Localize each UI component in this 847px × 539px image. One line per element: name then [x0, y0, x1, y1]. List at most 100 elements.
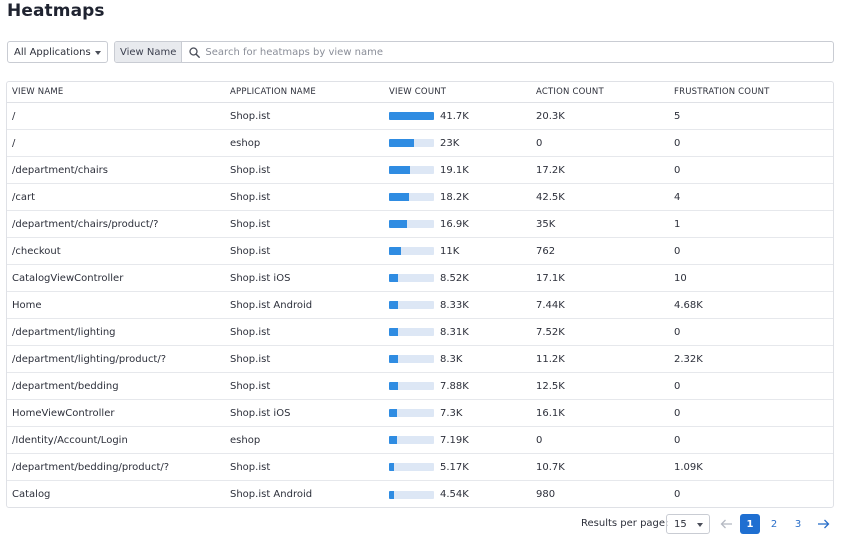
- application-select[interactable]: All Applications: [7, 41, 108, 63]
- page-title: Heatmaps: [7, 1, 105, 21]
- frustration-count-cell: 1.09K: [674, 461, 703, 473]
- view-count-bar: [389, 382, 434, 390]
- view-count-cell: 16.9K: [383, 219, 529, 230]
- view-count-bar: [389, 139, 434, 147]
- frustration-count-cell: 0: [674, 380, 681, 392]
- filter-toolbar: All Applications View Name: [7, 41, 834, 63]
- view-count-value: 19.1K: [440, 164, 469, 176]
- view-count-cell: 8.31K: [383, 327, 529, 338]
- table-row[interactable]: /department/bedding/product/? Shop.ist 5.1…: [7, 454, 833, 481]
- table-row[interactable]: HomeViewController Shop.ist iOS 7.3K 16.1K 0: [7, 400, 833, 427]
- view-count-bar-fill: [389, 382, 398, 390]
- table-row[interactable]: CatalogViewController Shop.ist iOS 8.52K 17…: [7, 265, 833, 292]
- table-body: / Shop.ist 41.7K 20.3K 5 / eshop 23K 0 0/departme…: [7, 103, 833, 507]
- view-count-bar-fill: [389, 463, 395, 471]
- table-row[interactable]: /Identity/Account/Login eshop 7.19K 0 0: [7, 427, 833, 454]
- view-count-bar-fill: [389, 355, 398, 363]
- frustration-count-cell: 4: [674, 191, 681, 203]
- table-row[interactable]: /cart Shop.ist 18.2K 42.5K 4: [7, 184, 833, 211]
- view-count-value: 7.3K: [440, 407, 463, 419]
- view-count-bar: [389, 490, 434, 499]
- table-row[interactable]: / Shop.ist 41.7K 20.3K 5: [7, 103, 833, 130]
- search-box[interactable]: View Name: [114, 41, 834, 63]
- page-2-button[interactable]: 2: [770, 518, 778, 530]
- action-count-cell: 17.1K: [536, 272, 565, 284]
- application-name-cell: Shop.ist Android: [230, 489, 313, 500]
- action-count-cell: 17.2K: [536, 164, 565, 176]
- view-count-bar: [389, 436, 434, 444]
- table-row[interactable]: / eshop 23K 0 0: [7, 130, 833, 157]
- frustration-count-cell: 0: [674, 434, 681, 446]
- view-count-bar-fill: [389, 301, 398, 309]
- table-row[interactable]: /department/lighting Shop.ist 8.31K 7.52K 0: [7, 319, 833, 346]
- table-row[interactable]: /department/bedding Shop.ist 7.88K 12.5K 0: [7, 373, 833, 400]
- frustration-count-cell: 2.32K: [674, 353, 703, 365]
- view-count-cell: 7.19K: [383, 435, 529, 446]
- header-application-name[interactable]: APPLICATION NAME: [230, 87, 316, 97]
- table-row[interactable]: /checkout Shop.ist 11K 762 0: [7, 238, 833, 265]
- results-per-page-label: Results per page:: [581, 518, 669, 529]
- view-count-bar-fill: [389, 436, 397, 444]
- next-page-arrow-icon[interactable]: [815, 516, 831, 532]
- header-view-name[interactable]: VIEW NAME: [12, 87, 64, 97]
- table-row[interactable]: /department/lighting/product/? Shop.ist 8.…: [7, 346, 833, 373]
- search-facet-tag[interactable]: View Name: [115, 42, 183, 62]
- application-select-value: All Applications: [14, 46, 91, 58]
- header-view-count[interactable]: VIEW COUNT: [389, 87, 447, 97]
- table-row[interactable]: Home Shop.ist Android 8.33K 7.44K 4.68K: [7, 292, 833, 319]
- view-count-value: 5.17K: [440, 461, 469, 473]
- table-row[interactable]: /department/chairs/product/? Shop.ist 16.9…: [7, 211, 833, 238]
- application-name-cell: Shop.ist: [230, 218, 271, 230]
- table-row[interactable]: Catalog Shop.ist Android 4.54K 980 0: [7, 481, 833, 507]
- view-count-cell: 23K: [383, 138, 529, 149]
- frustration-count-cell: 0: [674, 164, 681, 176]
- action-count-cell: 980: [536, 489, 556, 500]
- view-count-value: 8.3K: [440, 353, 463, 365]
- view-count-bar: [389, 247, 434, 255]
- action-count-cell: 16.1K: [536, 407, 565, 419]
- view-name-cell: CatalogViewController: [12, 272, 124, 284]
- action-count-cell: 0: [536, 137, 543, 149]
- results-per-page-select[interactable]: 15: [666, 514, 710, 534]
- application-name-cell: Shop.ist: [230, 326, 271, 338]
- action-count-cell: 7.52K: [536, 326, 565, 338]
- view-count-bar-fill: [389, 409, 398, 417]
- search-input[interactable]: [203, 42, 833, 62]
- view-count-value: 8.33K: [440, 299, 469, 311]
- view-count-cell: 11K: [383, 246, 529, 257]
- view-count-cell: 18.2K: [383, 192, 529, 203]
- page-3-button[interactable]: 3: [794, 518, 802, 530]
- application-name-cell: Shop.ist: [230, 164, 271, 176]
- page-1-button[interactable]: 1: [740, 514, 760, 534]
- view-count-value: 23K: [440, 137, 460, 149]
- view-count-bar-fill: [389, 247, 401, 255]
- view-count-bar: [389, 409, 434, 417]
- header-action-count[interactable]: ACTION COUNT: [536, 87, 604, 97]
- view-count-value: 8.31K: [440, 326, 469, 338]
- application-name-cell: eshop: [230, 137, 261, 149]
- view-name-cell: /checkout: [12, 245, 61, 257]
- view-count-bar-fill: [389, 166, 410, 174]
- header-frustration-count[interactable]: FRUSTRATION COUNT: [674, 87, 770, 97]
- action-count-cell: 10.7K: [536, 461, 565, 473]
- action-count-cell: 11.2K: [536, 353, 565, 365]
- frustration-count-cell: 5: [674, 110, 681, 122]
- view-name-cell: /: [12, 137, 16, 149]
- action-count-cell: 20.3K: [536, 110, 565, 122]
- view-count-cell: 8.33K: [383, 300, 529, 311]
- frustration-count-cell: 0: [674, 245, 681, 257]
- view-name-cell: HomeViewController: [12, 407, 115, 419]
- application-name-cell: Shop.ist: [230, 110, 271, 122]
- action-count-cell: 35K: [536, 218, 556, 230]
- view-count-bar: [389, 166, 434, 174]
- previous-page-arrow-icon[interactable]: [718, 516, 734, 532]
- view-count-value: 4.54K: [440, 489, 469, 500]
- view-name-cell: /department/lighting: [12, 326, 116, 338]
- view-count-bar-fill: [389, 112, 434, 120]
- table-row[interactable]: /department/chairs Shop.ist 19.1K 17.2K 0: [7, 157, 833, 184]
- pagination: Results per page: 15 1 2 3: [0, 514, 847, 534]
- application-name-cell: Shop.ist: [230, 461, 271, 473]
- action-count-cell: 762: [536, 245, 556, 257]
- application-name-cell: Shop.ist: [230, 353, 271, 365]
- frustration-count-cell: 0: [674, 137, 681, 149]
